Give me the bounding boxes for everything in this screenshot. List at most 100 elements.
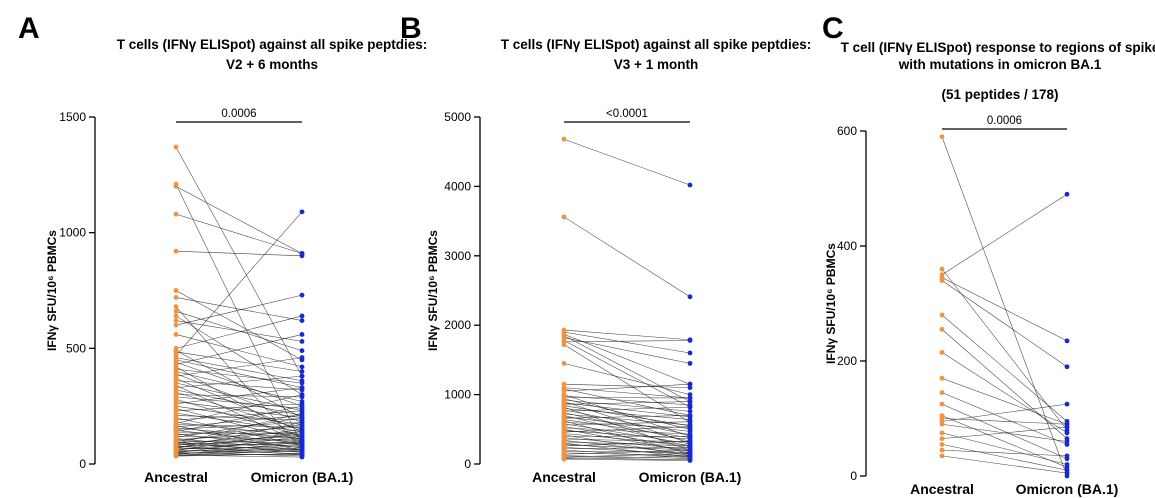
panel-a-point-omicron (300, 364, 305, 369)
panel-b-category-ancestral: Ancestral (532, 469, 596, 485)
panel-a-point-omicron (300, 293, 305, 298)
panel-b-pair-line (564, 340, 690, 341)
panel-a-point-omicron (300, 434, 305, 439)
panel-a-pair-line (176, 397, 302, 409)
panel-a-pair-line (176, 184, 302, 445)
panel-c-point-ancestral (940, 134, 945, 139)
panel-c-title-line-1: T cell (IFNγ ELISpot) response to region… (841, 40, 1155, 55)
panel-a-point-omicron (300, 381, 305, 386)
panel-b-title-line-1: T cells (IFNγ ELISpot) against all spike… (501, 37, 812, 52)
panel-c-point-ancestral (940, 430, 945, 435)
panel-c-point-ancestral (940, 448, 945, 453)
panel-a-point-omicron (300, 440, 305, 445)
panel-c-y-tick-label: 0 (850, 469, 857, 483)
panel-c-point-ancestral (940, 376, 945, 381)
panel-b-category-omicron: Omicron (BA.1) (639, 469, 742, 485)
panel-b-pair-line (564, 139, 690, 185)
panel-a-point-ancestral (174, 454, 179, 459)
panel-b-pair-line (564, 332, 690, 353)
panel-a-point-omicron (300, 369, 305, 374)
panel-b-point-omicron (688, 351, 693, 356)
panel-a-point-ancestral (174, 249, 179, 254)
panel-c-point-omicron (1065, 338, 1070, 343)
panel-b-point-ancestral (562, 215, 567, 220)
panel-a-point-omicron (300, 385, 305, 390)
panel-b-point-omicron (688, 424, 693, 429)
panel-a-point-ancestral (174, 184, 179, 189)
panel-a-pair-line (176, 358, 302, 381)
panel-c-pair-line (942, 281, 1067, 367)
panel-c-pair-line (942, 450, 1067, 456)
panel-c-point-omicron (1065, 402, 1070, 407)
panel-c-subtitle: (51 peptides / 178) (941, 87, 1058, 102)
panel-c-pair-line (942, 456, 1067, 473)
panel-b-point-ancestral (562, 342, 567, 347)
panel-c-point-ancestral (940, 350, 945, 355)
panel-b-point-omicron (688, 409, 693, 414)
panel-a-pair-line (176, 321, 302, 342)
panel-c-point-omicron (1065, 425, 1070, 430)
panel-a-point-omicron (300, 339, 305, 344)
panel-a-point-omicron (300, 348, 305, 353)
panel-b-point-omicron (688, 439, 693, 444)
panel-a-label: A (18, 12, 40, 45)
panel-a-pair-line (176, 251, 302, 256)
panel-b-y-tick-label: 0 (464, 457, 471, 471)
panel-b-point-omicron (688, 183, 693, 188)
panel-c-pair-line (942, 315, 1067, 421)
panel-a-y-axis-label: IFNγ SFU/10⁶ PBMCs (45, 230, 59, 351)
panel-a-pair-line (176, 212, 302, 355)
panel-a-pair-line (176, 358, 302, 377)
panel-b-point-omicron (688, 419, 693, 424)
panel-a-point-ancestral (174, 323, 179, 328)
panel-b-point-omicron (688, 434, 693, 439)
panel-b-point-omicron (688, 405, 693, 410)
panel-b-title-line-2: V3 + 1 month (614, 57, 698, 72)
panel-c-pair-line (942, 404, 1067, 459)
panel-a-pair-line (176, 334, 302, 366)
panel-c-point-ancestral (940, 442, 945, 447)
panel-b-point-omicron (688, 382, 693, 387)
panel-b-label: B (400, 12, 422, 45)
panel-c-pair-line (942, 278, 1067, 341)
panel-b-pair-line (564, 336, 690, 402)
panel-a-point-omicron (300, 318, 305, 323)
panel-a-title-line-1: T cells (IFNγ ELISpot) against all spike… (117, 37, 428, 52)
panel-b-y-axis-label: IFNγ SFU/10⁶ PBMCs (426, 230, 440, 351)
panel-a-point-omicron (300, 411, 305, 416)
panel-b-point-omicron (688, 454, 693, 459)
panel-b-point-omicron (688, 361, 693, 366)
panel-c-point-omicron (1065, 430, 1070, 435)
panel-c-pair-line (942, 393, 1067, 445)
panel-a-pair-line (176, 360, 302, 388)
panel-b-pair-line (564, 403, 690, 417)
panel-b-y-tick-label: 1000 (444, 388, 471, 402)
panel-a-point-omicron (300, 429, 305, 434)
panel-b-point-omicron (688, 458, 693, 463)
panel-a-point-ancestral (174, 309, 179, 314)
panel-c-y-axis-label: IFNγ SFU/10⁶ PBMCs (824, 243, 838, 364)
panel-a-point-ancestral (174, 304, 179, 309)
panel-b-point-omicron (688, 338, 693, 343)
panel-b-point-ancestral (562, 361, 567, 366)
panel-b-y-tick-label: 5000 (444, 110, 471, 124)
panel-c-point-ancestral (940, 278, 945, 283)
panel-a-point-omicron (300, 415, 305, 420)
panel-c-pair-line (942, 378, 1067, 424)
panel-a-point-omicron (300, 332, 305, 337)
panel-c-point-omicron (1065, 462, 1070, 467)
panel-a-point-omicron (300, 314, 305, 319)
panel-b-pair-line (564, 217, 690, 297)
panel-c-point-ancestral (940, 267, 945, 272)
panel-c-category-ancestral: Ancestral (910, 481, 974, 497)
panel-c-point-ancestral (940, 422, 945, 427)
panel-c-point-ancestral (940, 402, 945, 407)
panel-a-pair-line (176, 316, 302, 395)
panel-a-point-omicron (300, 451, 305, 456)
panel-a-category-ancestral: Ancestral (144, 469, 208, 485)
panel-c-pair-line (942, 194, 1067, 275)
panel-a-point-ancestral (174, 288, 179, 293)
panel-a-point-omicron (300, 374, 305, 379)
panel-a-p-value: 0.0006 (221, 108, 256, 120)
panel-b-y-tick-label: 2000 (444, 318, 471, 332)
